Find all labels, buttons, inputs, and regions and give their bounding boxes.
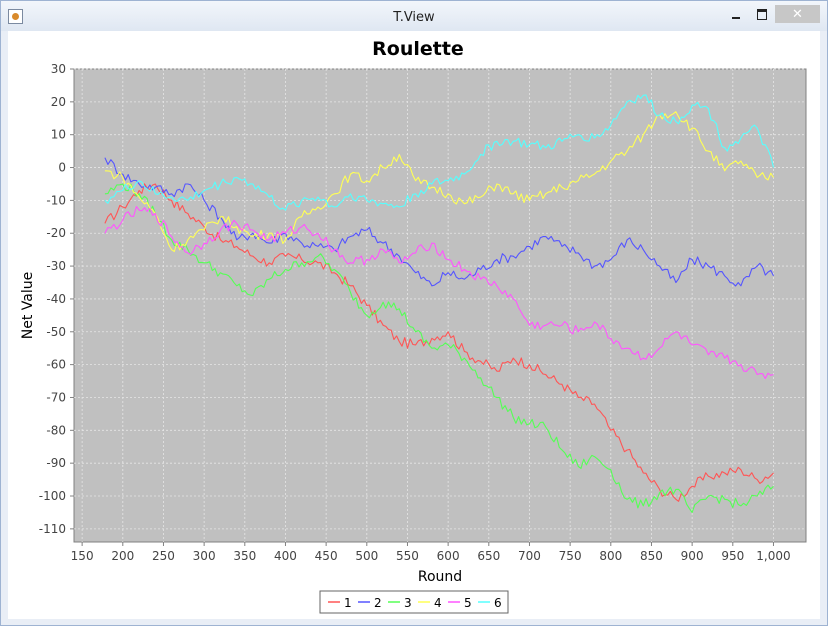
close-button[interactable]: ✕ (775, 5, 820, 23)
series-line-4 (104, 111, 774, 253)
app-window: T.View ✕ Roulette 30 20 10 0 -10 -20 -30 -40 -50 -… (0, 0, 828, 626)
x-tick-label: 500 (355, 549, 378, 563)
series-line-1 (104, 183, 774, 502)
window-title: T.View (393, 10, 435, 25)
y-axis-label: Net Value (20, 272, 36, 339)
x-tick-label: 400 (274, 549, 297, 563)
y-tick-label: 30 (51, 62, 66, 76)
legend-label-2: 2 (374, 596, 382, 610)
y-tick-label: -30 (46, 259, 66, 273)
legend-label-6: 6 (494, 596, 502, 610)
x-tick-label: 800 (599, 549, 622, 563)
x-tick-label: 300 (193, 549, 216, 563)
x-tick-label: 600 (437, 549, 460, 563)
y-tick-label: -40 (46, 292, 66, 306)
java-app-icon[interactable] (8, 9, 23, 24)
legend-box (319, 590, 509, 614)
x-tick-label: 450 (315, 549, 338, 563)
y-tick-label: -80 (46, 423, 66, 437)
x-tick-label: 350 (233, 549, 256, 563)
x-tick-label: 850 (640, 549, 663, 563)
minimize-button[interactable] (723, 5, 749, 23)
x-tick-label: 750 (559, 549, 582, 563)
x-tick-label: 200 (111, 549, 134, 563)
y-tick-label: 0 (58, 161, 66, 175)
y-tick-label: -60 (46, 358, 66, 372)
y-tick-label: -20 (46, 226, 66, 240)
y-tick-label: -10 (46, 193, 66, 207)
y-tick-label: -100 (39, 489, 66, 503)
chart-svg: Roulette 30 20 10 0 -10 -20 -30 -40 -50 -60 -70 -80 -… (20, 38, 807, 614)
maximize-icon (757, 8, 767, 20)
x-tick-label: 250 (152, 549, 175, 563)
x-tick-label: 1,000 (756, 549, 790, 563)
x-tick-label: 550 (396, 549, 419, 563)
series-line-2 (104, 157, 774, 287)
y-tick-label: -70 (46, 390, 66, 404)
legend-label-3: 3 (404, 596, 412, 610)
maximize-button[interactable] (749, 5, 775, 23)
x-axis-label: Round (418, 569, 462, 585)
chart-title: Roulette (372, 38, 464, 60)
y-tick-label: 10 (51, 128, 66, 142)
series-line-6 (104, 94, 775, 211)
plot-area (73, 68, 807, 543)
title-bar[interactable]: T.View ✕ (1, 1, 827, 31)
minimize-icon (732, 17, 740, 19)
series-line-3 (104, 183, 774, 513)
y-tick-label: -90 (46, 456, 66, 470)
chart-panel: Roulette 30 20 10 0 -10 -20 -30 -40 -50 -60 -70 -80 -… (8, 31, 820, 619)
x-tick-label: 150 (71, 549, 94, 563)
x-tick-label: 950 (721, 549, 744, 563)
x-tick-label: 900 (681, 549, 704, 563)
y-tick-label: 20 (51, 95, 66, 109)
y-tick-label: -110 (39, 522, 66, 536)
close-icon: ✕ (792, 6, 803, 22)
x-tick-label: 700 (518, 549, 541, 563)
x-tick-label: 650 (477, 549, 500, 563)
series-line-5 (104, 206, 774, 380)
legend-label-5: 5 (464, 596, 472, 610)
legend-label-1: 1 (344, 596, 352, 610)
legend-label-4: 4 (434, 596, 442, 610)
y-tick-label: -50 (46, 325, 66, 339)
